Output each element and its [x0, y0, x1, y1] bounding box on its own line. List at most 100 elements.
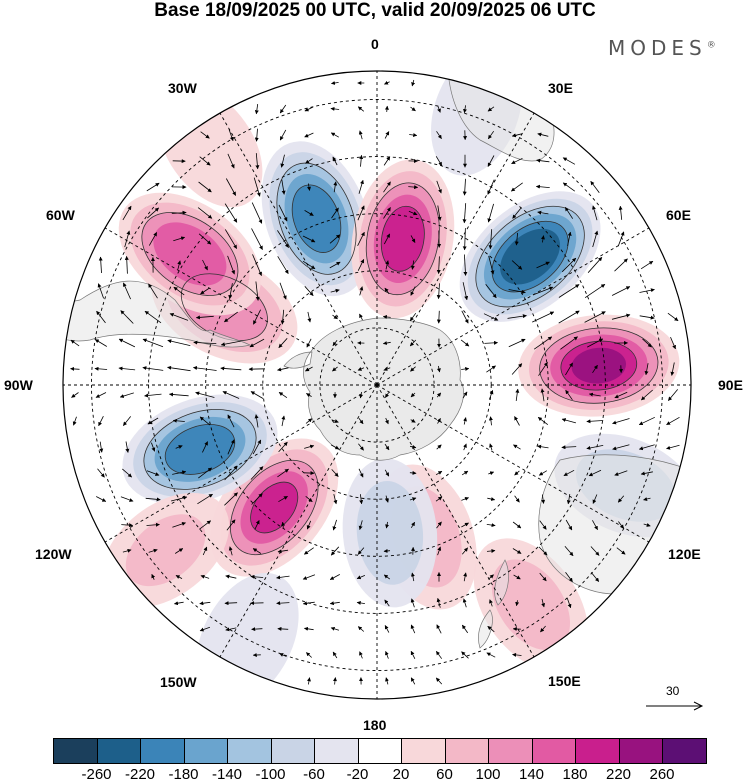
wind-arrow-icon: [487, 106, 495, 112]
wind-arrow-icon: [435, 650, 443, 659]
wind-arrow-icon: [144, 310, 162, 324]
wind-arrow-icon: [302, 601, 315, 606]
wind-arrow-icon: [303, 547, 314, 555]
wind-arrow-icon: [255, 281, 260, 301]
colorbar-swatch: [140, 738, 185, 764]
contour-line: [491, 220, 569, 293]
wind-arrow-icon: [227, 153, 235, 169]
wind-arrow-icon: [359, 154, 364, 167]
wind-arrow-icon: [251, 228, 263, 250]
wind-arrow-icon: [618, 521, 624, 529]
wind-arrow-icon: [410, 624, 416, 634]
wind-arrow-icon: [71, 392, 79, 398]
wind-arrow-icon: [584, 311, 606, 323]
wind-arrow-icon: [540, 388, 545, 402]
wind-arrow-icon: [410, 286, 416, 296]
wind-arrow-icon: [119, 392, 134, 398]
wind-arrow-icon: [304, 106, 314, 112]
wind-arrow-icon: [359, 494, 364, 505]
wind-arrow-icon: [385, 495, 389, 503]
wind-arrow-icon: [359, 313, 363, 321]
wind-arrow-icon: [587, 338, 604, 348]
colorbar-tick-label: -180: [168, 766, 199, 783]
colorbar-tick-label: 180: [562, 766, 588, 783]
wind-arrow-icon: [409, 470, 417, 475]
latitude-circle: [91, 99, 663, 671]
wind-arrow-icon: [305, 366, 313, 372]
lon-label-150e: 150E: [548, 673, 581, 689]
wind-arrow-icon: [281, 415, 286, 427]
wind-arrow-icon: [358, 179, 364, 194]
wind-arrow-icon: [254, 104, 259, 115]
wind-arrow-icon: [330, 132, 340, 138]
wind-arrow-icon: [508, 289, 526, 294]
wind-arrow-icon: [561, 445, 577, 450]
wind-arrow-icon: [383, 574, 391, 580]
meridian-line: [376, 384, 535, 658]
wind-arrow-icon: [305, 418, 313, 424]
anomaly-band: [491, 559, 571, 651]
wind-arrow-icon: [228, 129, 234, 142]
wind-arrow-icon: [437, 105, 441, 113]
wind-arrow-icon: [329, 234, 341, 244]
wind-arrow-icon: [562, 182, 576, 192]
wind-arrow-icon: [329, 261, 341, 269]
wind-arrow-icon: [666, 444, 680, 450]
wind-arrow-icon: [177, 260, 182, 270]
wind-arrow-icon: [436, 418, 441, 424]
wind-arrow-icon: [617, 231, 625, 247]
wind-arrow-icon: [357, 231, 365, 246]
colorbar-tick-label: 140: [518, 766, 545, 783]
wind-arrow-icon: [306, 652, 312, 658]
wind-arrow-icon: [306, 520, 312, 530]
wind-arrow-icon: [513, 444, 521, 450]
contour-line: [539, 327, 659, 404]
wind-arrow-icon: [332, 156, 338, 166]
wind-arrow-icon: [330, 546, 340, 556]
wind-arrow-icon: [383, 548, 391, 553]
wind-arrow-icon: [174, 601, 184, 606]
wind-arrow-icon: [120, 496, 134, 502]
wind-arrow-icon: [384, 105, 389, 112]
wind-arrow-icon: [250, 391, 264, 399]
wind-arrow-icon: [94, 339, 108, 347]
wind-arrow-icon: [280, 309, 285, 325]
wind-arrow-icon: [486, 523, 496, 528]
map-title: Base 18/09/2025 00 UTC, valid 20/09/2025…: [154, 0, 596, 21]
wind-arrow-icon: [99, 441, 104, 453]
wind-arrow-icon: [616, 547, 626, 555]
wind-arrow-icon: [515, 388, 520, 401]
wind-arrow-icon: [560, 336, 578, 350]
wind-arrow-icon: [511, 260, 523, 270]
wind-arrow-icon: [146, 182, 160, 192]
wind-arrow-icon: [228, 546, 233, 556]
latitude-circle: [319, 327, 435, 443]
wind-arrow-icon: [410, 418, 416, 423]
wind-arrow-icon: [384, 625, 390, 633]
wind-arrow-icon: [384, 599, 390, 607]
wind-arrow-icon: [666, 416, 680, 426]
wind-arrow-icon: [198, 467, 213, 479]
wind-arrow-icon: [410, 650, 416, 659]
contour-line: [475, 205, 585, 308]
colorbar-tick-label: -260: [81, 766, 112, 783]
wind-arrow-icon: [436, 521, 442, 529]
wind-arrow-icon: [122, 548, 132, 553]
wind-arrow-icon: [487, 497, 496, 501]
wind-arrow-icon: [278, 441, 288, 453]
wind-arrow-icon: [356, 600, 365, 605]
wind-arrow-icon: [590, 180, 600, 193]
wind-arrow-icon: [227, 255, 236, 275]
wind-arrow-icon: [513, 574, 521, 580]
wind-arrow-icon: [489, 599, 493, 607]
wind-arrow-icon: [541, 598, 546, 608]
wind-arrow-icon: [357, 367, 365, 371]
wind-arrow-icon: [384, 80, 390, 85]
wind-arrow-icon: [612, 444, 630, 451]
wind-arrow-icon: [409, 133, 418, 138]
wind-arrow-icon: [227, 414, 235, 428]
wind-arrow-icon: [255, 153, 260, 170]
wind-arrow-icon: [331, 81, 339, 85]
wind-arrow-icon: [462, 203, 467, 224]
meridian-line: [104, 384, 378, 543]
